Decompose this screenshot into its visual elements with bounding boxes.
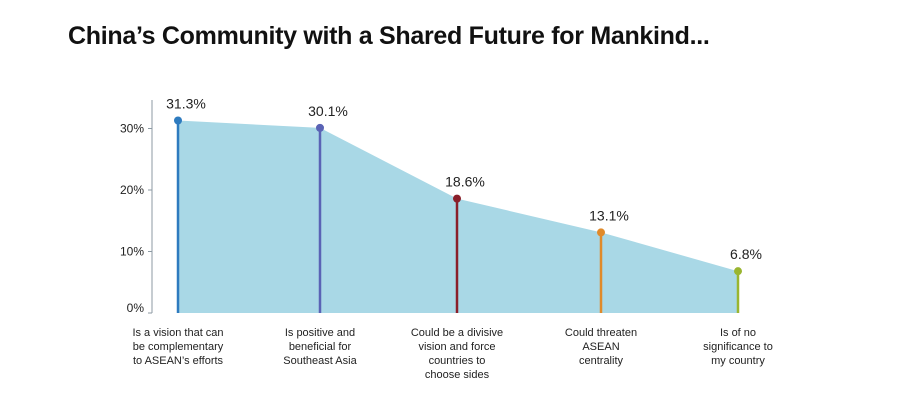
x-category-label: Could be a divisive vision and force count… — [411, 327, 503, 381]
data-label: 6.8% — [730, 246, 762, 262]
data-point — [597, 228, 605, 237]
chart-title: China’s Community with a Shared Future f… — [68, 22, 710, 50]
data-point — [453, 194, 461, 203]
data-label: 31.3% — [166, 96, 206, 112]
data-point — [174, 116, 182, 125]
data-label: 18.6% — [445, 174, 485, 190]
y-tick-label: 20% — [120, 183, 144, 197]
x-category-label: Is a vision that can be complementary to A… — [132, 327, 223, 367]
y-tick-label: 30% — [120, 122, 144, 136]
x-category-label: Is positive and beneficial for Southeast A… — [283, 327, 357, 367]
y-tick-label: 10% — [120, 245, 144, 259]
data-label: 30.1% — [308, 103, 348, 119]
data-label: 13.1% — [589, 207, 629, 223]
x-category-label: Is of no significance to my country — [703, 327, 773, 367]
x-category-label: Could threaten ASEAN centrality — [565, 327, 637, 367]
y-tick-label: 0% — [127, 301, 145, 315]
data-point — [734, 267, 742, 276]
data-point — [316, 123, 324, 132]
